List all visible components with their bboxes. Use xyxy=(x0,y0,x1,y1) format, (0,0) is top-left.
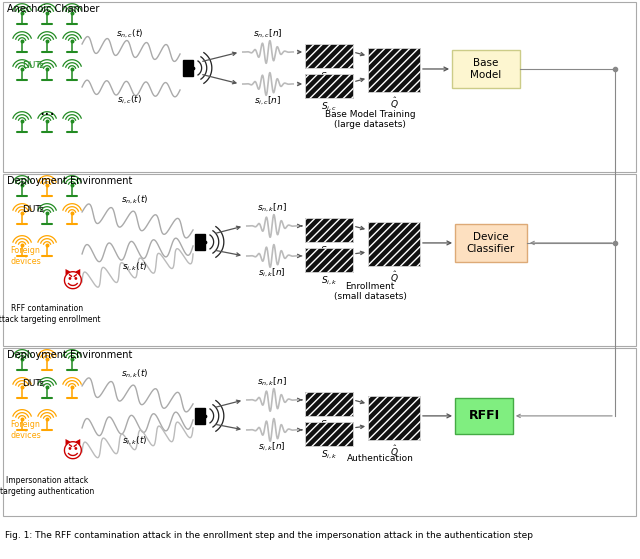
Bar xyxy=(305,218,353,242)
Text: 😈: 😈 xyxy=(61,442,83,462)
Bar xyxy=(452,50,520,88)
Text: Device
Classifier: Device Classifier xyxy=(467,232,515,254)
Text: $s_{n,c}(t)$: $s_{n,c}(t)$ xyxy=(116,28,144,40)
Bar xyxy=(305,74,353,98)
Bar xyxy=(195,234,205,249)
Text: $s_{n,k}[n]$: $s_{n,k}[n]$ xyxy=(257,376,287,388)
Bar xyxy=(305,44,353,68)
Bar xyxy=(195,408,205,424)
Text: Impersonation attack
targeting authentication: Impersonation attack targeting authentic… xyxy=(0,476,94,496)
Text: (large datasets): (large datasets) xyxy=(334,120,406,129)
Text: Foreign
devices: Foreign devices xyxy=(10,420,41,439)
Bar xyxy=(455,224,527,262)
Bar xyxy=(305,248,353,272)
Text: 😈: 😈 xyxy=(61,272,83,292)
Text: $S_{n,c}$: $S_{n,c}$ xyxy=(320,71,338,83)
Bar xyxy=(368,48,420,92)
Bar xyxy=(305,392,353,416)
Text: $S_{n,k}$: $S_{n,k}$ xyxy=(319,419,339,431)
Text: Enrollment: Enrollment xyxy=(346,282,395,291)
Bar xyxy=(305,422,353,446)
Text: $S_{i,c}$: $S_{i,c}$ xyxy=(321,101,337,113)
Text: DUTs: DUTs xyxy=(22,206,44,215)
Text: Foreign
devices: Foreign devices xyxy=(10,246,41,266)
Text: Deployment Environment: Deployment Environment xyxy=(7,176,132,186)
Bar xyxy=(305,422,353,446)
Text: Authentication: Authentication xyxy=(346,454,413,463)
Text: $s_{i,k}(t)$: $s_{i,k}(t)$ xyxy=(122,261,148,273)
Bar xyxy=(183,60,193,75)
Text: ...: ... xyxy=(39,101,55,119)
Text: $s_{n,c}[n]$: $s_{n,c}[n]$ xyxy=(253,28,283,40)
Text: $s_{i,k}(t)$: $s_{i,k}(t)$ xyxy=(122,435,148,447)
Text: $S_{n,k}$: $S_{n,k}$ xyxy=(319,245,339,257)
Bar xyxy=(368,396,420,440)
Text: $S_{i,k}$: $S_{i,k}$ xyxy=(321,275,337,287)
Text: (small datasets): (small datasets) xyxy=(333,292,406,301)
Text: $s_{i,c}(t)$: $s_{i,c}(t)$ xyxy=(118,94,143,106)
Bar xyxy=(305,248,353,272)
Bar xyxy=(305,218,353,242)
Text: $s_{n,k}(t)$: $s_{n,k}(t)$ xyxy=(121,193,149,206)
Text: $s_{n,k}(t)$: $s_{n,k}(t)$ xyxy=(121,368,149,380)
Bar xyxy=(305,44,353,68)
Text: $s_{i,c}[n]$: $s_{i,c}[n]$ xyxy=(254,95,282,107)
Bar xyxy=(368,48,420,92)
Text: Base Model Training: Base Model Training xyxy=(324,110,415,119)
Bar xyxy=(305,74,353,98)
Bar xyxy=(3,2,636,172)
Bar xyxy=(368,396,420,440)
Text: DUTs: DUTs xyxy=(22,380,44,389)
Text: Deployment Environment: Deployment Environment xyxy=(7,350,132,360)
Text: Anechoic Chamber: Anechoic Chamber xyxy=(7,4,99,14)
Text: $\hat{Q}$: $\hat{Q}$ xyxy=(390,443,398,458)
Text: $s_{i,k}[n]$: $s_{i,k}[n]$ xyxy=(259,267,286,279)
Text: $s_{i,k}[n]$: $s_{i,k}[n]$ xyxy=(259,441,286,453)
Text: RFFI: RFFI xyxy=(468,409,500,423)
Bar xyxy=(305,392,353,416)
Text: $\hat{Q}$: $\hat{Q}$ xyxy=(390,269,398,285)
Text: Fig. 1: The RFF contamination attack in the enrollment step and the impersonatio: Fig. 1: The RFF contamination attack in … xyxy=(5,531,533,540)
Bar xyxy=(455,398,513,434)
Bar xyxy=(3,174,636,346)
Text: RFF contamination
attack targeting enrollment: RFF contamination attack targeting enrol… xyxy=(0,304,100,324)
Text: $S_{i,k}$: $S_{i,k}$ xyxy=(321,449,337,461)
Bar xyxy=(368,222,420,266)
Text: $\hat{Q}$: $\hat{Q}$ xyxy=(390,95,398,111)
Text: DUTs: DUTs xyxy=(22,61,44,70)
Text: Base
Model: Base Model xyxy=(470,58,502,80)
Text: $s_{n,k}[n]$: $s_{n,k}[n]$ xyxy=(257,202,287,214)
Bar xyxy=(368,222,420,266)
Bar xyxy=(3,348,636,516)
